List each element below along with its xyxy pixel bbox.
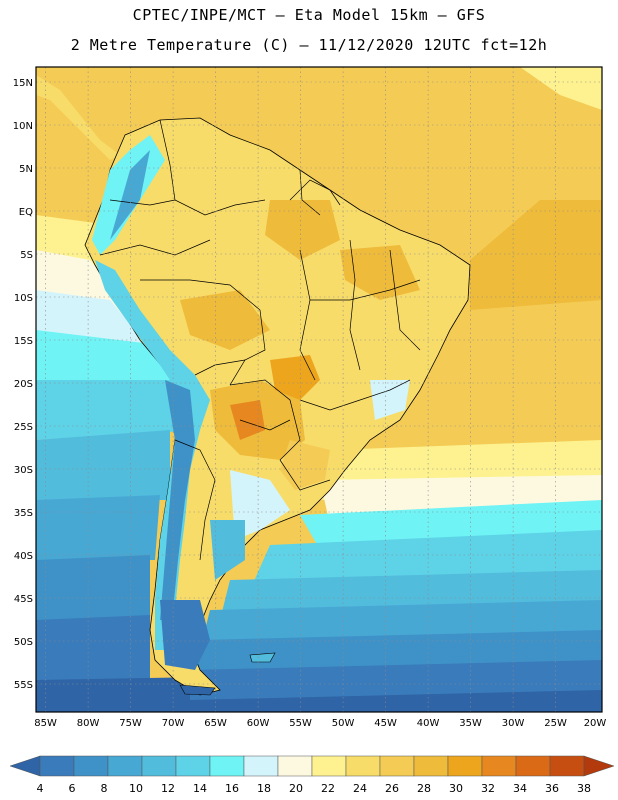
lat-label: 15S xyxy=(14,336,33,347)
bolivia-warm xyxy=(180,290,270,350)
map-frame xyxy=(35,66,603,713)
colorbar-swatch xyxy=(345,755,381,777)
lat-label: 55S xyxy=(14,680,33,691)
colorbar-label: 14 xyxy=(193,782,207,795)
lon-label: 35W xyxy=(459,718,482,729)
colorbar-swatch xyxy=(141,755,177,777)
lon-label: 70W xyxy=(162,718,185,729)
lat-label: 10N xyxy=(13,121,33,132)
colorbar-swatch xyxy=(447,755,483,777)
lat-label: 10S xyxy=(14,293,33,304)
andes-north-cold xyxy=(110,150,150,240)
colorbar-swatch xyxy=(277,755,313,777)
colorbar-label: 12 xyxy=(161,782,175,795)
colorbar-label: 28 xyxy=(417,782,431,795)
andes-south-cold xyxy=(160,380,195,620)
colorbar-label: 22 xyxy=(321,782,335,795)
lat-label: 20S xyxy=(14,379,33,390)
colorbar-label: 32 xyxy=(481,782,495,795)
falkland-islands xyxy=(249,652,276,663)
colorbar-label: 10 xyxy=(129,782,143,795)
pacific-band-10 xyxy=(36,555,150,620)
paraguay-hottest xyxy=(230,400,265,440)
longitude-labels: 85W 80W 75W 70W 65W 60W 55W 50W 45W 40W … xyxy=(34,718,606,729)
colorbar-label: 24 xyxy=(353,782,367,795)
uruguay-warm xyxy=(280,440,330,490)
colorbar-label: 26 xyxy=(385,782,399,795)
lon-label: 30W xyxy=(502,718,525,729)
country-borders xyxy=(99,119,421,561)
lon-label: 75W xyxy=(119,718,142,729)
lon-label: 45W xyxy=(374,718,397,729)
pacific-band-12 xyxy=(36,495,160,560)
lon-label: 65W xyxy=(204,718,227,729)
lon-label: 40W xyxy=(417,718,440,729)
ocean-patch-cool xyxy=(520,67,602,110)
lon-label: 80W xyxy=(77,718,100,729)
lat-label: 15N xyxy=(13,78,33,89)
colorbar-swatch xyxy=(107,755,143,777)
lat-label: 5N xyxy=(19,164,33,175)
colorbar-label: 16 xyxy=(225,782,239,795)
lon-label: 50W xyxy=(332,718,355,729)
lon-label: 20W xyxy=(584,718,607,729)
colorbar-label: 30 xyxy=(449,782,463,795)
colorbar-swatch xyxy=(175,755,211,777)
southeast-cool xyxy=(370,380,410,420)
colorbar-swatch xyxy=(413,755,449,777)
colorbar-swatch xyxy=(481,755,517,777)
title-line-2: 2 Metre Temperature (C) – 11/12/2020 12U… xyxy=(70,36,548,54)
colorbar-arrow-low xyxy=(9,755,41,777)
title-line-1: CPTEC/INPE/MCT – Eta Model 15km – GFS xyxy=(132,6,486,24)
northeast-warm xyxy=(340,245,420,300)
colorbar-label: 18 xyxy=(257,782,271,795)
lat-label: EQ xyxy=(19,207,33,218)
colorbar-label: 36 xyxy=(545,782,559,795)
colorbar-swatch xyxy=(73,755,109,777)
lat-label: 30S xyxy=(14,465,33,476)
lat-label: 25S xyxy=(14,422,33,433)
colorbar-label: 38 xyxy=(577,782,591,795)
tierra-del-fuego xyxy=(179,684,216,696)
colorbar-swatch xyxy=(209,755,245,777)
colorbar-swatch xyxy=(515,755,551,777)
central-america xyxy=(36,75,120,160)
colorbar-swatch xyxy=(379,755,415,777)
colorbar-label: 34 xyxy=(513,782,527,795)
pacific-band-16 xyxy=(36,380,200,440)
colorbar-swatch xyxy=(243,755,279,777)
lon-label: 60W xyxy=(247,718,270,729)
colorbar-swatch xyxy=(39,755,75,777)
lat-label: 45S xyxy=(14,594,33,605)
pantanal-hot xyxy=(270,355,320,400)
lon-label: 85W xyxy=(34,718,57,729)
patagonia-cold xyxy=(160,600,210,670)
colorbar: 4 6 8 10 12 14 16 18 20 22 24 26 28 30 32 34 36 38 xyxy=(9,755,615,795)
colorbar-label: 6 xyxy=(69,782,76,795)
colorbar-arrow-high xyxy=(583,755,615,777)
colorbar-label: 20 xyxy=(289,782,303,795)
colorbar-label: 8 xyxy=(101,782,108,795)
colorbar-label: 4 xyxy=(37,782,44,795)
lat-label: 35S xyxy=(14,508,33,519)
colorbar-swatch xyxy=(311,755,347,777)
colorbar-swatch xyxy=(549,755,585,777)
lon-label: 25W xyxy=(544,718,567,729)
lon-label: 55W xyxy=(289,718,312,729)
argentina-cool xyxy=(210,520,245,580)
lat-label: 40S xyxy=(14,551,33,562)
pacific-band-14 xyxy=(36,430,170,500)
amazon-warm xyxy=(265,200,340,260)
atlantic-band-8 xyxy=(190,660,602,700)
lat-label: 5S xyxy=(20,250,33,261)
lat-label: 50S xyxy=(14,637,33,648)
latitude-labels: 15N 10N 5N EQ 5S 10S 15S 20S 25S 30S 35S… xyxy=(13,78,33,691)
ocean-patch-warm xyxy=(470,200,602,310)
